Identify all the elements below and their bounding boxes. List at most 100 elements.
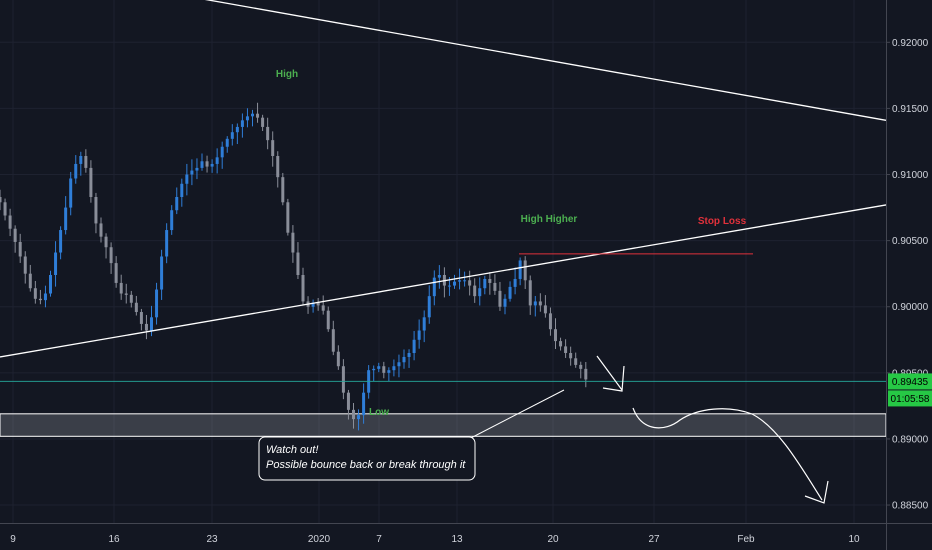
candle-body	[114, 263, 118, 283]
candle-body	[417, 330, 421, 340]
support-zone	[0, 413, 887, 437]
candle-body	[160, 256, 164, 290]
countdown-badge-bg	[888, 390, 932, 407]
candle-body	[261, 117, 265, 127]
candle-body	[392, 366, 396, 371]
candle-body	[124, 293, 128, 295]
x-tick-label: 7	[376, 534, 382, 545]
candle-body	[357, 415, 361, 420]
candle-body	[175, 196, 179, 211]
candle-body	[220, 146, 224, 158]
y-tick-label: 0.92000	[892, 38, 929, 49]
label-high-higher: High Higher	[521, 214, 578, 225]
candle-body	[559, 341, 563, 347]
arrow-down-line	[596, 355, 623, 391]
candle-body	[281, 177, 285, 203]
candle-body	[245, 116, 249, 121]
candle-body	[129, 294, 133, 303]
candle-body	[493, 282, 497, 291]
candle-body	[412, 339, 416, 354]
candle-body	[266, 126, 270, 141]
candle-body	[336, 351, 340, 367]
candle-body	[271, 140, 275, 157]
x-tick-label: 9	[10, 534, 16, 545]
candle-body	[503, 298, 507, 307]
candle-body	[478, 288, 482, 297]
candle-body	[150, 317, 153, 331]
candles	[0, 102, 588, 431]
candle-body	[483, 278, 487, 289]
candle-body	[64, 207, 68, 231]
candle-body	[331, 329, 335, 352]
callout-line-2: Possible bounce back or break through it	[266, 459, 466, 471]
x-tick-label: 10	[848, 534, 860, 545]
y-tick-label: 0.90500	[892, 236, 929, 247]
candle-body	[523, 260, 527, 281]
candle-body	[139, 312, 143, 324]
candle-body	[225, 138, 229, 147]
candle-body	[28, 273, 32, 289]
candle-body	[453, 281, 456, 286]
callout-line-1: Watch out!	[266, 444, 318, 456]
drawings	[0, 253, 886, 504]
candle-body	[346, 392, 350, 410]
candle-body	[407, 353, 411, 357]
candle-body	[195, 167, 199, 171]
price-badge-bg	[888, 373, 932, 390]
callout-pointer	[466, 389, 565, 441]
callout-box	[258, 436, 476, 481]
candle-body	[180, 183, 184, 197]
candle-body	[427, 296, 431, 318]
candle-body	[134, 302, 138, 313]
candle-body	[170, 210, 174, 231]
candle-body	[432, 277, 436, 297]
candle-body	[372, 368, 376, 371]
arrow-down-head	[602, 365, 625, 392]
candle-body	[301, 275, 305, 302]
candle-body	[8, 215, 12, 229]
trendlines	[0, 0, 887, 358]
candle-body	[23, 256, 27, 274]
candle-body	[377, 366, 381, 369]
projection-curve	[632, 407, 823, 501]
x-tick-label: Feb	[737, 534, 755, 545]
candle-body	[54, 252, 58, 275]
candle-body	[533, 301, 537, 306]
candle-body	[256, 113, 260, 118]
candle-body	[548, 313, 552, 330]
candle-body	[397, 362, 401, 367]
candle-body	[43, 293, 47, 301]
x-tick-label: 2020	[308, 534, 331, 545]
candle-body	[74, 163, 78, 179]
candle-body	[286, 202, 290, 233]
candle-body	[104, 236, 108, 248]
candle-body	[341, 366, 345, 393]
candle-body	[99, 223, 103, 237]
projection-arrowhead	[804, 480, 829, 504]
candle-body	[155, 289, 159, 318]
candle-body	[528, 280, 532, 306]
candle-body	[200, 161, 204, 168]
label-high: High	[276, 69, 298, 80]
y-tick-label: 0.89000	[892, 434, 929, 445]
candle-body	[205, 161, 209, 167]
annotations: High High Higher Stop Loss Low Watch out! Pos…	[258, 69, 747, 481]
candle-body	[362, 392, 366, 416]
x-tick-label: 20	[547, 534, 559, 545]
candle-body	[508, 286, 512, 299]
candle-body	[518, 260, 522, 279]
y-tick-label: 0.88500	[892, 501, 929, 512]
candle-body	[498, 290, 502, 307]
candle-body	[387, 370, 391, 373]
candle-body	[230, 132, 234, 139]
candle-body	[94, 196, 98, 224]
support-zone-rect	[0, 413, 887, 437]
candle-body	[185, 174, 189, 184]
candle-body	[579, 364, 583, 369]
y-tick-label: 0.90000	[892, 302, 929, 313]
candle-body	[437, 275, 441, 278]
candle-body	[554, 329, 557, 342]
trendline-upper	[204, 0, 887, 121]
